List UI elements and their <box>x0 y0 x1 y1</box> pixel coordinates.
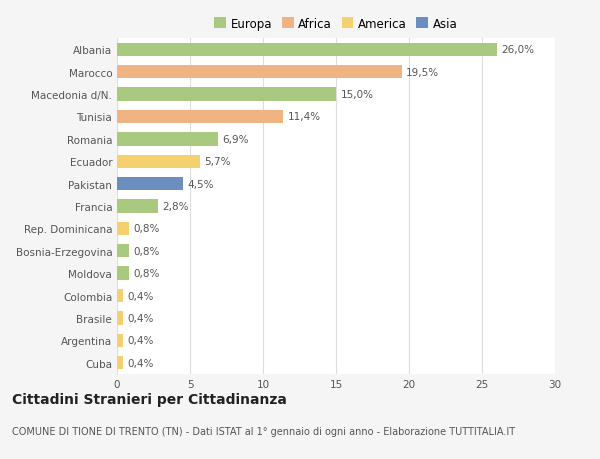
Bar <box>117 222 128 235</box>
Text: 0,8%: 0,8% <box>133 224 160 234</box>
Bar <box>117 356 123 369</box>
Bar <box>117 44 497 57</box>
Text: 0,4%: 0,4% <box>127 358 154 368</box>
Bar <box>117 133 218 146</box>
Bar <box>117 88 336 101</box>
Bar <box>117 267 128 280</box>
Bar <box>117 289 123 302</box>
Text: 4,5%: 4,5% <box>187 179 214 189</box>
Text: 26,0%: 26,0% <box>501 45 534 55</box>
Legend: Europa, Africa, America, Asia: Europa, Africa, America, Asia <box>209 13 463 35</box>
Text: 5,7%: 5,7% <box>205 157 231 167</box>
Text: 0,4%: 0,4% <box>127 291 154 301</box>
Bar <box>117 178 182 191</box>
Bar <box>117 312 123 325</box>
Bar <box>117 155 200 168</box>
Text: 0,4%: 0,4% <box>127 336 154 346</box>
Bar <box>117 66 402 79</box>
Bar <box>117 111 283 124</box>
Text: Cittadini Stranieri per Cittadinanza: Cittadini Stranieri per Cittadinanza <box>12 392 287 406</box>
Text: 0,8%: 0,8% <box>133 246 160 256</box>
Text: COMUNE DI TIONE DI TRENTO (TN) - Dati ISTAT al 1° gennaio di ogni anno - Elabora: COMUNE DI TIONE DI TRENTO (TN) - Dati IS… <box>12 426 515 436</box>
Text: 2,8%: 2,8% <box>162 202 189 212</box>
Text: 0,4%: 0,4% <box>127 313 154 323</box>
Text: 19,5%: 19,5% <box>406 67 439 78</box>
Bar <box>117 200 158 213</box>
Text: 0,8%: 0,8% <box>133 269 160 279</box>
Text: 6,9%: 6,9% <box>222 134 248 145</box>
Bar <box>117 334 123 347</box>
Text: 15,0%: 15,0% <box>340 90 373 100</box>
Text: 11,4%: 11,4% <box>288 112 321 122</box>
Bar <box>117 245 128 258</box>
